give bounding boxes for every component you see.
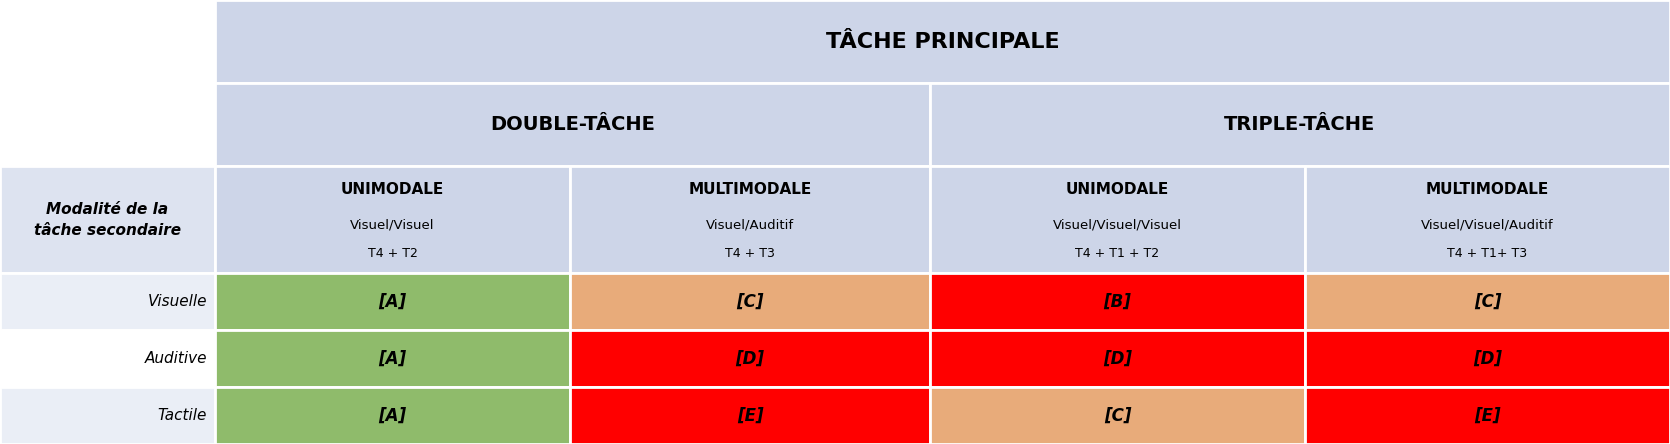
Bar bbox=[930, 83, 1670, 166]
Text: TÂCHE PRINCIPALE: TÂCHE PRINCIPALE bbox=[825, 32, 1059, 52]
Text: [D]: [D] bbox=[1473, 349, 1501, 368]
Bar bbox=[930, 330, 1304, 387]
Text: MULTIMODALE: MULTIMODALE bbox=[688, 182, 812, 197]
Bar bbox=[0, 330, 215, 387]
Text: [C]: [C] bbox=[736, 293, 763, 310]
Text: UNIMODALE: UNIMODALE bbox=[1065, 182, 1169, 197]
Bar bbox=[215, 0, 1670, 83]
Bar bbox=[930, 387, 1304, 444]
Bar bbox=[0, 83, 215, 166]
Text: Visuel/Auditif: Visuel/Auditif bbox=[706, 218, 793, 231]
Text: [E]: [E] bbox=[1475, 407, 1501, 424]
Bar bbox=[0, 166, 215, 273]
Bar bbox=[215, 166, 569, 273]
Text: [C]: [C] bbox=[1473, 293, 1501, 310]
Bar bbox=[215, 330, 569, 387]
Bar bbox=[569, 387, 930, 444]
Bar bbox=[215, 387, 569, 444]
Text: [A]: [A] bbox=[379, 293, 406, 310]
Text: T4 + T3: T4 + T3 bbox=[725, 247, 775, 260]
Bar bbox=[569, 330, 930, 387]
Text: DOUBLE-TÂCHE: DOUBLE-TÂCHE bbox=[489, 115, 655, 134]
Text: [B]: [B] bbox=[1104, 293, 1132, 310]
Bar bbox=[0, 387, 215, 444]
Text: [E]: [E] bbox=[736, 407, 763, 424]
Text: UNIMODALE: UNIMODALE bbox=[341, 182, 444, 197]
Bar bbox=[569, 166, 930, 273]
Text: [D]: [D] bbox=[1102, 349, 1132, 368]
Text: [D]: [D] bbox=[735, 349, 765, 368]
Text: T4 + T2: T4 + T2 bbox=[367, 247, 418, 260]
Bar bbox=[930, 273, 1304, 330]
Bar bbox=[1304, 387, 1670, 444]
Text: Visuel/Visuel/Auditif: Visuel/Visuel/Auditif bbox=[1421, 218, 1553, 231]
Text: Visuelle: Visuelle bbox=[147, 294, 207, 309]
Text: [C]: [C] bbox=[1104, 407, 1131, 424]
Text: Visuel/Visuel: Visuel/Visuel bbox=[351, 218, 434, 231]
Text: Auditive: Auditive bbox=[145, 351, 207, 366]
Bar bbox=[1304, 166, 1670, 273]
Bar bbox=[0, 273, 215, 330]
Bar bbox=[0, 0, 215, 83]
Bar bbox=[1304, 273, 1670, 330]
Text: Tactile: Tactile bbox=[157, 408, 207, 423]
Text: T4 + T1 + T2: T4 + T1 + T2 bbox=[1075, 247, 1159, 260]
Text: TRIPLE-TÂCHE: TRIPLE-TÂCHE bbox=[1224, 115, 1376, 134]
Bar bbox=[215, 273, 569, 330]
Text: Visuel/Visuel/Visuel: Visuel/Visuel/Visuel bbox=[1054, 218, 1182, 231]
Bar bbox=[569, 273, 930, 330]
Bar bbox=[1304, 330, 1670, 387]
Bar bbox=[215, 83, 930, 166]
Bar bbox=[930, 166, 1304, 273]
Text: Modalité de la
tâche secondaire: Modalité de la tâche secondaire bbox=[33, 202, 180, 238]
Text: [A]: [A] bbox=[379, 407, 406, 424]
Text: MULTIMODALE: MULTIMODALE bbox=[1426, 182, 1550, 197]
Text: [A]: [A] bbox=[379, 349, 406, 368]
Text: T4 + T1+ T3: T4 + T1+ T3 bbox=[1448, 247, 1528, 260]
